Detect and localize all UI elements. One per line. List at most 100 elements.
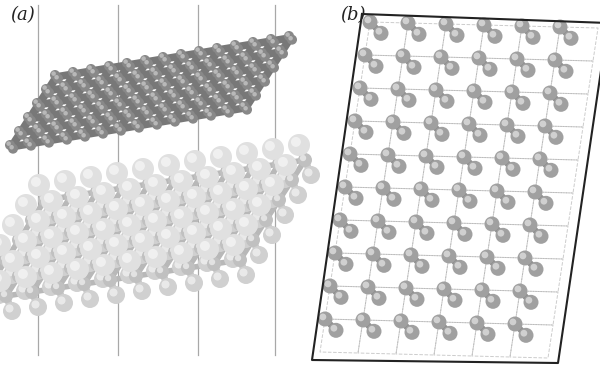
Circle shape <box>200 220 209 228</box>
Circle shape <box>485 216 499 231</box>
Circle shape <box>134 123 144 132</box>
Circle shape <box>214 272 221 281</box>
Circle shape <box>377 182 384 189</box>
Circle shape <box>168 245 182 259</box>
Circle shape <box>479 97 486 104</box>
Circle shape <box>171 206 193 228</box>
Circle shape <box>512 54 518 60</box>
Circle shape <box>53 74 63 84</box>
Circle shape <box>161 193 171 203</box>
Circle shape <box>43 110 47 115</box>
Circle shape <box>265 177 275 187</box>
Circle shape <box>544 163 559 178</box>
Circle shape <box>94 270 112 288</box>
Circle shape <box>448 293 463 308</box>
Circle shape <box>124 110 128 114</box>
Circle shape <box>80 166 102 188</box>
Circle shape <box>62 110 72 120</box>
Circle shape <box>199 101 203 105</box>
Circle shape <box>144 215 150 221</box>
Circle shape <box>362 281 369 288</box>
Circle shape <box>394 314 409 328</box>
Circle shape <box>125 87 135 97</box>
Circle shape <box>144 251 150 257</box>
Circle shape <box>275 45 285 55</box>
Circle shape <box>329 323 343 338</box>
Circle shape <box>401 15 415 31</box>
Circle shape <box>185 274 203 292</box>
Circle shape <box>155 229 169 243</box>
Circle shape <box>81 218 99 236</box>
Circle shape <box>51 245 65 259</box>
Circle shape <box>25 138 29 143</box>
Circle shape <box>214 200 221 208</box>
Circle shape <box>181 54 185 58</box>
Circle shape <box>127 88 131 92</box>
Circle shape <box>212 43 222 53</box>
Circle shape <box>463 194 478 209</box>
Circle shape <box>413 29 420 36</box>
Circle shape <box>353 158 368 173</box>
Circle shape <box>259 74 263 79</box>
Circle shape <box>235 70 239 74</box>
Circle shape <box>151 118 155 122</box>
Circle shape <box>472 318 478 324</box>
Circle shape <box>92 259 98 265</box>
Circle shape <box>278 49 288 59</box>
Circle shape <box>135 233 145 243</box>
Circle shape <box>27 215 33 221</box>
Circle shape <box>197 238 219 260</box>
Circle shape <box>68 202 86 220</box>
Circle shape <box>119 214 141 236</box>
Circle shape <box>105 203 111 209</box>
Circle shape <box>248 199 254 205</box>
Circle shape <box>464 119 470 125</box>
Circle shape <box>266 34 276 44</box>
Circle shape <box>373 26 389 41</box>
Circle shape <box>83 169 93 179</box>
Circle shape <box>50 95 60 105</box>
Circle shape <box>425 193 439 208</box>
Circle shape <box>556 99 562 105</box>
Circle shape <box>211 234 229 252</box>
Circle shape <box>15 266 37 288</box>
Circle shape <box>91 94 95 99</box>
Circle shape <box>93 254 115 276</box>
Circle shape <box>430 160 445 175</box>
Circle shape <box>533 151 548 166</box>
Circle shape <box>194 46 204 56</box>
Circle shape <box>206 86 216 96</box>
Circle shape <box>157 195 163 201</box>
Circle shape <box>187 111 191 116</box>
Circle shape <box>71 96 81 105</box>
Circle shape <box>226 109 230 114</box>
Circle shape <box>249 158 271 180</box>
Circle shape <box>200 205 210 215</box>
Circle shape <box>467 84 482 99</box>
Circle shape <box>416 184 422 190</box>
Circle shape <box>148 264 157 273</box>
Circle shape <box>31 249 41 259</box>
Circle shape <box>358 315 364 321</box>
Circle shape <box>249 194 271 216</box>
Circle shape <box>41 190 63 212</box>
Circle shape <box>127 113 131 118</box>
Circle shape <box>242 105 252 115</box>
Circle shape <box>157 231 163 237</box>
Circle shape <box>109 216 118 224</box>
Circle shape <box>412 294 418 301</box>
Circle shape <box>452 30 458 36</box>
Circle shape <box>19 284 26 292</box>
Circle shape <box>50 120 60 130</box>
Circle shape <box>142 56 146 61</box>
Circle shape <box>359 50 366 56</box>
Circle shape <box>223 105 227 110</box>
Circle shape <box>287 175 293 181</box>
Circle shape <box>149 116 159 126</box>
Circle shape <box>62 135 72 145</box>
Circle shape <box>109 116 113 120</box>
Circle shape <box>116 253 130 267</box>
Circle shape <box>512 131 519 138</box>
Circle shape <box>398 128 405 135</box>
Circle shape <box>169 114 173 119</box>
